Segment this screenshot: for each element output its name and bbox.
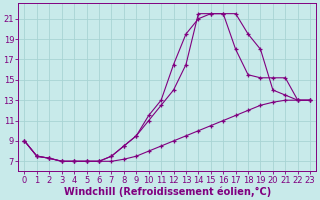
X-axis label: Windchill (Refroidissement éolien,°C): Windchill (Refroidissement éolien,°C) [64,186,271,197]
